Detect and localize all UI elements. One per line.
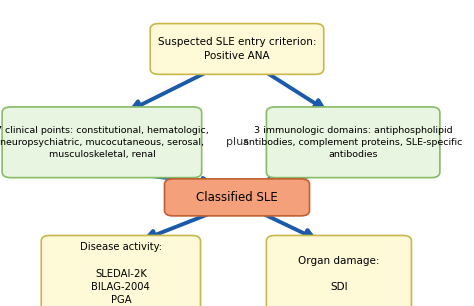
FancyBboxPatch shape <box>266 236 411 306</box>
Text: 7 clinical points: constitutional, hematologic,
neuropsychiatric, mucocutaneous,: 7 clinical points: constitutional, hemat… <box>0 126 208 159</box>
Text: Disease activity:

SLEDAI-2K
BILAG-2004
PGA: Disease activity: SLEDAI-2K BILAG-2004 P… <box>80 242 162 305</box>
FancyBboxPatch shape <box>266 107 440 177</box>
FancyBboxPatch shape <box>164 179 310 216</box>
Text: Suspected SLE entry criterion:
Positive ANA: Suspected SLE entry criterion: Positive … <box>158 37 316 61</box>
Text: plus: plus <box>227 137 249 147</box>
Text: 3 immunologic domains: antiphospholipid
antibodies, complement proteins, SLE-spe: 3 immunologic domains: antiphospholipid … <box>244 126 463 159</box>
Text: Classified SLE: Classified SLE <box>196 191 278 204</box>
Text: Organ damage:

SDI: Organ damage: SDI <box>298 256 380 292</box>
FancyBboxPatch shape <box>150 24 324 74</box>
FancyBboxPatch shape <box>2 107 201 177</box>
FancyBboxPatch shape <box>41 236 201 306</box>
